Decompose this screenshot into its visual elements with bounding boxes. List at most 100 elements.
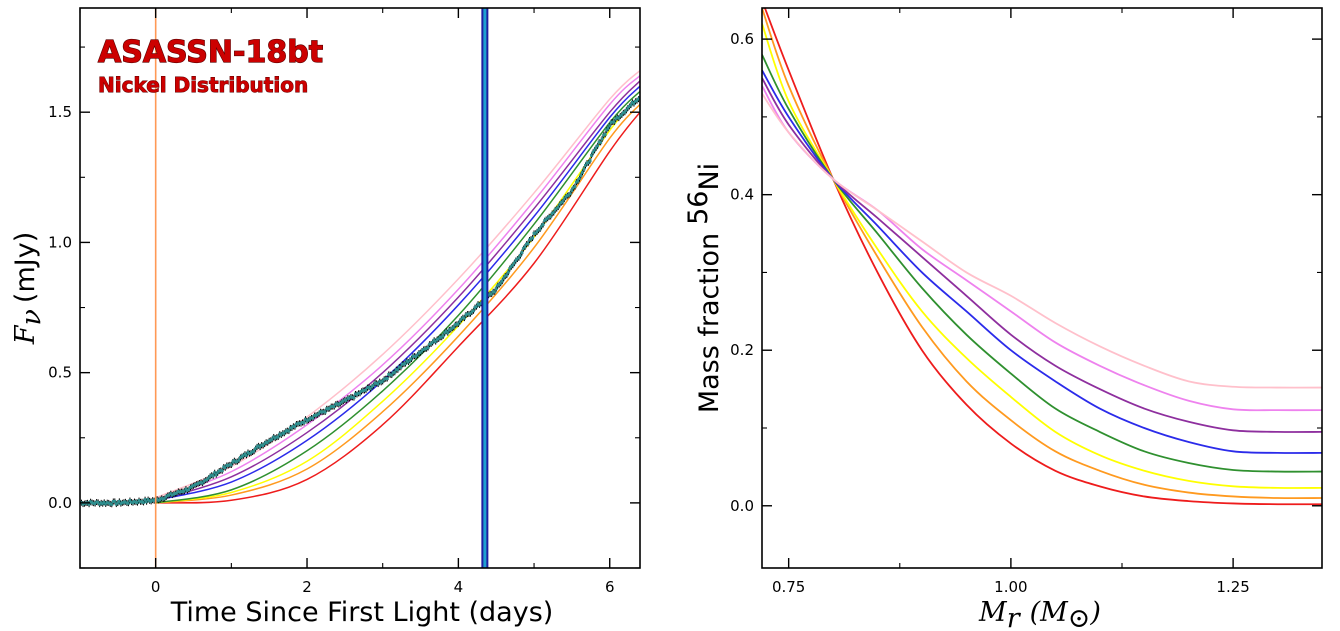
left-obs-point — [347, 396, 351, 400]
left-obs-point — [269, 438, 273, 442]
left-obs-point — [553, 208, 557, 212]
left-obs-point — [366, 386, 370, 390]
left-obs-point — [252, 449, 256, 453]
left-obs-point — [541, 222, 545, 226]
left-obs-point — [509, 265, 513, 269]
left-obs-point — [535, 230, 539, 234]
left-obs-point — [155, 497, 159, 501]
left-obs-point — [571, 186, 575, 190]
left-obs-point — [585, 161, 589, 165]
left-obs-point — [167, 493, 171, 497]
left-obs-point — [258, 445, 262, 449]
left-obs-point — [219, 469, 223, 473]
left-model-curves — [155, 69, 640, 504]
right-x-axis-label: Mr (M⊙) — [978, 597, 1101, 631]
left-obs-point — [148, 499, 152, 503]
left-obs-point — [249, 451, 253, 455]
left-obs-point — [158, 498, 162, 502]
left-obs-point — [260, 443, 264, 447]
left-obs-point — [385, 377, 389, 381]
left-obs-point — [207, 476, 211, 480]
left-obs-point — [251, 450, 255, 454]
left-obs-point — [614, 117, 618, 121]
left-model-curve-1 — [155, 103, 640, 504]
left-obs-point — [220, 469, 224, 473]
left-obs-point — [190, 485, 194, 489]
right-panel: 0.75 1.00 1.25 0.0 0.2 0.4 0.6 Mr (M⊙) Mass fra… — [683, 7, 1323, 631]
left-obs-point — [311, 416, 315, 420]
left-x-tick-label: 4 — [454, 578, 464, 596]
left-obs-point — [608, 124, 612, 128]
left-obs-point — [341, 399, 345, 403]
left-obs-point — [540, 224, 544, 228]
left-obs-point — [552, 211, 556, 215]
left-obs-point — [332, 405, 336, 409]
left-obs-point — [275, 435, 279, 439]
left-obs-point — [369, 387, 373, 391]
left-obs-point — [617, 116, 621, 120]
left-obs-point — [89, 500, 93, 504]
left-obs-point — [145, 500, 149, 504]
left-model-curve-6 — [155, 75, 640, 501]
right-x-label-units: (M — [1030, 597, 1070, 628]
left-obs-point — [211, 474, 215, 478]
left-obs-point — [276, 435, 280, 439]
left-obs-point — [391, 371, 395, 375]
left-obs-point — [343, 398, 347, 402]
left-obs-point — [464, 313, 468, 317]
left-observations — [80, 94, 640, 508]
left-obs-point — [229, 463, 233, 467]
left-obs-point — [169, 492, 173, 496]
left-obs-point — [505, 273, 509, 277]
left-obs-point — [496, 284, 500, 288]
left-obs-point — [462, 316, 466, 320]
left-obs-point — [187, 488, 191, 492]
left-obs-point — [104, 502, 108, 506]
left-obs-point — [288, 426, 292, 430]
left-obs-point — [83, 502, 87, 506]
left-obs-point — [113, 499, 117, 503]
left-obs-point — [382, 377, 386, 381]
left-obs-point — [90, 501, 94, 505]
left-obs-point — [444, 329, 448, 333]
left-obs-point — [273, 436, 277, 440]
left-obs-point — [296, 422, 300, 426]
left-obs-point — [131, 501, 135, 505]
left-obs-point — [412, 354, 416, 358]
left-obs-point — [367, 385, 371, 389]
left-obs-point — [192, 484, 196, 488]
left-obs-point — [157, 498, 161, 502]
left-obs-point — [116, 501, 120, 505]
left-x-tick-label: 2 — [302, 578, 312, 596]
left-obs-point — [170, 493, 174, 497]
right-y-tick-label: 0.4 — [730, 186, 754, 204]
left-obs-point — [93, 502, 97, 506]
left-obs-point — [235, 460, 239, 464]
left-obs-point — [107, 501, 111, 505]
left-obs-point — [491, 290, 495, 294]
left-obs-point — [102, 500, 106, 504]
left-obs-point — [217, 469, 221, 473]
left-obs-point — [390, 373, 394, 377]
left-obs-point — [426, 345, 430, 349]
left-obs-point — [185, 488, 189, 492]
left-obs-point — [284, 429, 288, 433]
left-obs-point — [475, 305, 479, 309]
left-obs-point — [443, 331, 447, 335]
left-obs-point — [590, 153, 594, 157]
left-obs-point — [402, 362, 406, 366]
left-obs-point — [361, 388, 365, 392]
left-obs-point — [96, 500, 100, 504]
left-obs-point — [596, 144, 600, 148]
left-obs-point — [458, 319, 462, 323]
left-obs-point — [172, 492, 176, 496]
left-obs-point — [257, 444, 261, 448]
left-obs-point — [503, 274, 507, 278]
left-obs-point — [266, 441, 270, 445]
left-obs-point — [605, 128, 609, 132]
left-obs-point — [502, 276, 506, 280]
left-obs-point — [518, 253, 522, 257]
left-obs-point — [515, 257, 519, 261]
left-obs-point — [500, 279, 504, 283]
left-obs-point — [92, 501, 96, 505]
